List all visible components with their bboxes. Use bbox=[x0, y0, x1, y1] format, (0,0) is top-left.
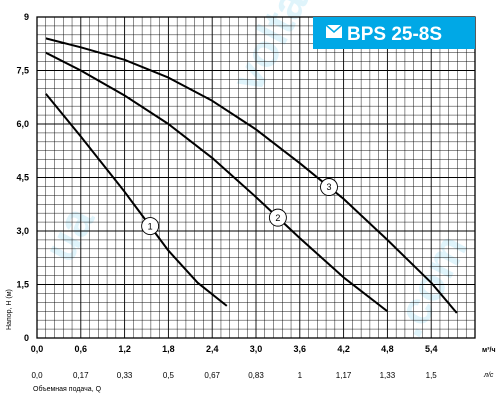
y-tick-label: 7,5 bbox=[16, 66, 29, 76]
x-tick-label: 1,8 bbox=[162, 344, 175, 354]
curve-label-3: 3 bbox=[326, 182, 331, 192]
y-tick-label: 1,5 bbox=[16, 280, 29, 290]
x2-tick-label: 0,17 bbox=[73, 371, 89, 380]
series-line-1 bbox=[45, 93, 228, 307]
curve-label-1: 1 bbox=[148, 221, 153, 231]
curve-label-2: 2 bbox=[275, 213, 280, 223]
curve-marker-2 bbox=[268, 208, 287, 227]
x-axis-label: Объемная подача, Q bbox=[33, 385, 102, 393]
curve-marker-3 bbox=[320, 178, 338, 196]
x2-tick-label: 1 bbox=[298, 371, 303, 380]
x-tick-label: 3,0 bbox=[250, 344, 263, 354]
x2-tick-label: 0,33 bbox=[117, 371, 133, 380]
y-tick-label: 9 bbox=[24, 12, 29, 22]
model-badge: BPS 25-8S bbox=[313, 17, 475, 49]
y-axis-label: Напор, H (м) bbox=[6, 289, 13, 330]
x-tick-label: 1,2 bbox=[118, 344, 131, 354]
plot-border bbox=[36, 16, 476, 339]
model-title: BPS 25-8S bbox=[347, 24, 442, 45]
grid bbox=[37, 17, 475, 338]
watermark-text: ua bbox=[33, 198, 104, 270]
x2-tick-label: 0,5 bbox=[163, 371, 175, 380]
y-tick-label: 3,0 bbox=[16, 226, 29, 236]
x2-axis-unit: л/с bbox=[483, 372, 494, 379]
x-tick-label: 2,4 bbox=[206, 344, 219, 354]
x2-tick-label: 1,17 bbox=[336, 371, 352, 380]
x-tick-label: 0,0 bbox=[31, 344, 44, 354]
x2-tick-label: 1,5 bbox=[426, 371, 438, 380]
y-tick-label: 0 bbox=[24, 333, 29, 343]
x2-tick-label: 0,0 bbox=[31, 371, 43, 380]
watermark-text: .com bbox=[381, 225, 477, 344]
curves: 1 2 3 bbox=[45, 37, 458, 314]
y-tick-label: 6,0 bbox=[16, 119, 29, 129]
series-line-3 bbox=[45, 37, 458, 314]
x-tick-label: 5,4 bbox=[425, 344, 438, 354]
watermark-text: volta bbox=[221, 0, 318, 100]
x-axis-unit: м³/ч bbox=[482, 347, 496, 354]
tick-labels: 0,0 0,6 1,2 1,8 2,4 3,0 3,6 4,2 4,8 5,4 0,0 0,17 0,3… bbox=[16, 12, 437, 380]
x-tick-label: 4,8 bbox=[381, 344, 394, 354]
envelope-icon bbox=[325, 24, 343, 38]
x-tick-label: 4,2 bbox=[337, 344, 350, 354]
y-tick-label: 4,5 bbox=[16, 173, 29, 183]
x2-tick-label: 1,33 bbox=[380, 371, 396, 380]
x2-tick-label: 0,83 bbox=[248, 371, 264, 380]
x2-tick-label: 0,67 bbox=[204, 371, 220, 380]
series-line-2 bbox=[45, 51, 389, 313]
x-tick-label: 0,6 bbox=[75, 344, 88, 354]
x-tick-label: 3,6 bbox=[294, 344, 307, 354]
curve-marker-1 bbox=[141, 217, 160, 236]
